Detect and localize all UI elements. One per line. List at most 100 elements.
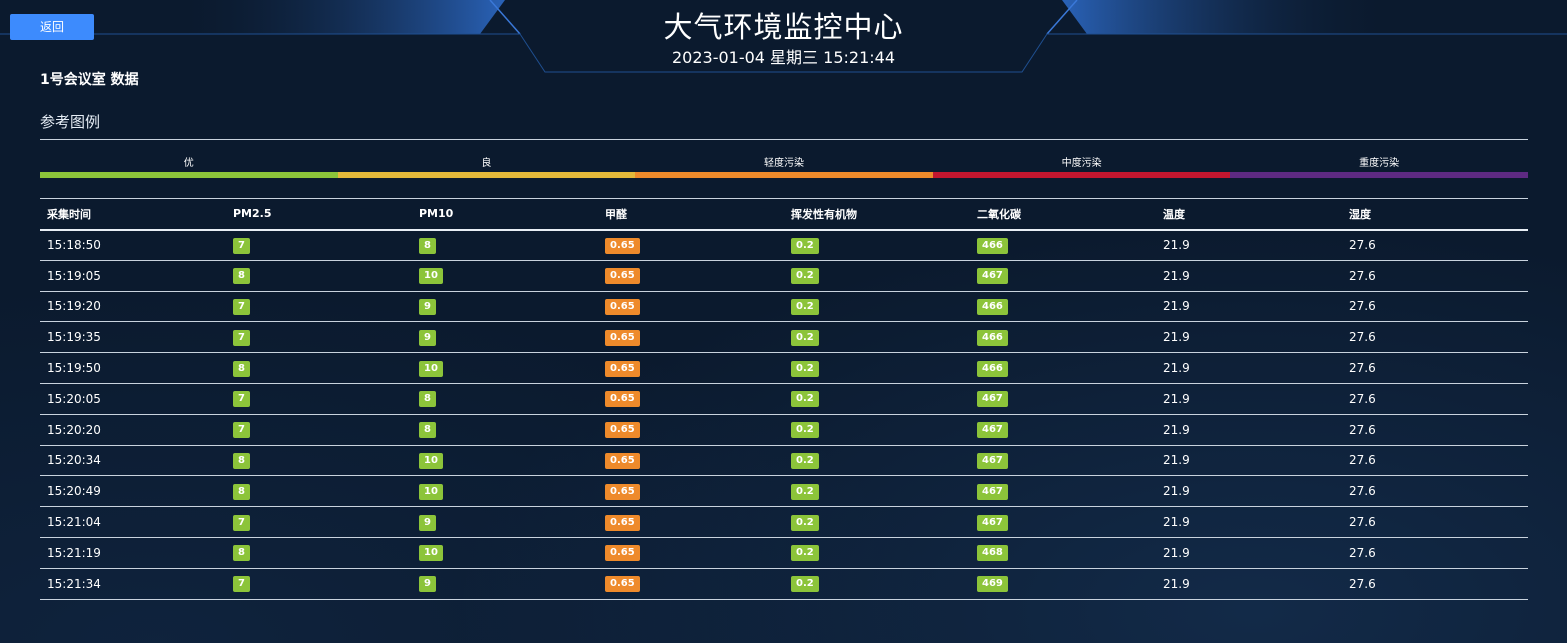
- legend-label: 轻度污染: [763, 158, 804, 169]
- room-data-title: 1号会议室 数据: [40, 72, 139, 88]
- table-cell: 0.65: [598, 229, 784, 261]
- table-cell: 466: [970, 321, 1156, 354]
- table-cell: 0.2: [784, 414, 970, 446]
- table-cell: 15:21:04: [40, 506, 226, 538]
- table-cell: 21.9: [1156, 445, 1342, 477]
- table-cell: 0.2: [784, 475, 970, 508]
- table-cell: 0.2: [784, 445, 970, 477]
- level-badge: 10: [419, 268, 443, 285]
- level-badge: 10: [419, 483, 443, 500]
- table-cell: 21.9: [1156, 475, 1342, 508]
- table-cell: 0.2: [784, 506, 970, 538]
- table-cell: 0.2: [784, 260, 970, 292]
- table-cell: 27.6: [1342, 506, 1528, 538]
- table-cell: 0.65: [598, 291, 784, 323]
- table-cell: 0.2: [784, 229, 970, 261]
- table-cell: 27.6: [1342, 260, 1528, 292]
- table-row: 15:20:20 7 8 0.65 0.2 467 21.9 27.6: [40, 414, 1528, 446]
- table-cell: 15:19:05: [40, 260, 226, 292]
- table-row: 15:19:20 7 9 0.65 0.2 466 21.9 27.6: [40, 291, 1528, 323]
- table-cell: 8: [226, 445, 412, 477]
- legend-item: 中度污染: [932, 140, 1231, 178]
- column-header: PM10: [412, 198, 598, 231]
- level-badge: 8: [233, 268, 250, 285]
- legend-item: 优: [40, 140, 338, 178]
- level-badge: 0.65: [605, 545, 640, 562]
- table-cell: 7: [226, 414, 412, 446]
- table-cell: 7: [226, 506, 412, 538]
- table-cell: 27.6: [1342, 568, 1528, 600]
- legend-color-bar: [40, 172, 338, 178]
- level-badge: 0.65: [605, 298, 640, 315]
- back-button[interactable]: 返回: [10, 14, 94, 40]
- table-cell: 27.6: [1342, 475, 1528, 508]
- table-cell: 27.6: [1342, 321, 1528, 354]
- legend-color-bar: [932, 172, 1231, 178]
- table-cell: 467: [970, 414, 1156, 446]
- level-badge: 468: [977, 545, 1008, 562]
- table-cell: 21.9: [1156, 291, 1342, 323]
- table-cell: 8: [412, 383, 598, 415]
- table-row: 15:20:05 7 8 0.65 0.2 467 21.9 27.6: [40, 383, 1528, 415]
- table-cell: 15:20:34: [40, 445, 226, 477]
- level-badge: 0.2: [791, 545, 819, 562]
- level-badge: 8: [419, 391, 436, 408]
- legend-color-bar: [635, 172, 933, 178]
- table-cell: 0.2: [784, 383, 970, 415]
- level-badge: 0.2: [791, 514, 819, 531]
- table-row: 15:21:04 7 9 0.65 0.2 467 21.9 27.6: [40, 506, 1528, 538]
- column-header: 湿度: [1342, 198, 1528, 231]
- legend-title: 参考图例: [40, 113, 101, 131]
- level-badge: 7: [233, 298, 250, 315]
- table-cell: 0.65: [598, 383, 784, 415]
- table-cell: 9: [412, 321, 598, 354]
- table-row: 15:21:19 8 10 0.65 0.2 468 21.9 27.6: [40, 537, 1528, 569]
- level-badge: 8: [233, 452, 250, 469]
- table-cell: 467: [970, 506, 1156, 538]
- table-cell: 0.65: [598, 568, 784, 600]
- column-header: 挥发性有机物: [784, 198, 970, 231]
- table-cell: 0.65: [598, 445, 784, 477]
- level-badge: 0.2: [791, 268, 819, 285]
- level-badge: 9: [419, 329, 436, 346]
- table-cell: 8: [226, 352, 412, 384]
- table-cell: 21.9: [1156, 568, 1342, 600]
- table-cell: 0.2: [784, 321, 970, 354]
- table-cell: 8: [226, 537, 412, 569]
- column-header: 甲醛: [598, 198, 784, 231]
- table-cell: 0.65: [598, 260, 784, 292]
- level-badge: 0.65: [605, 576, 640, 593]
- table-cell: 466: [970, 352, 1156, 384]
- table-cell: 469: [970, 568, 1156, 600]
- level-badge: 7: [233, 514, 250, 531]
- table-cell: 0.65: [598, 352, 784, 384]
- level-badge: 9: [419, 298, 436, 315]
- level-badge: 0.2: [791, 391, 819, 408]
- level-badge: 7: [233, 329, 250, 346]
- current-datetime: 2023-01-04 星期三 15:21:44: [671, 48, 896, 67]
- legend-color-bar: [337, 172, 636, 178]
- column-header: PM2.5: [226, 198, 412, 231]
- level-badge: 8: [233, 360, 250, 377]
- level-badge: 467: [977, 268, 1008, 285]
- table-row: 15:21:34 7 9 0.65 0.2 469 21.9 27.6: [40, 568, 1528, 600]
- legend-label: 中度污染: [1061, 158, 1102, 169]
- table-cell: 8: [412, 414, 598, 446]
- level-badge: 0.65: [605, 237, 640, 254]
- level-badge: 0.2: [791, 452, 819, 469]
- table-cell: 466: [970, 229, 1156, 261]
- table-row: 15:18:50 7 8 0.65 0.2 466 21.9 27.6: [40, 229, 1528, 261]
- table-cell: 467: [970, 475, 1156, 508]
- table-cell: 7: [226, 229, 412, 261]
- level-badge: 466: [977, 298, 1008, 315]
- table-cell: 10: [412, 445, 598, 477]
- table-cell: 7: [226, 291, 412, 323]
- legend-label: 良: [481, 158, 492, 169]
- column-header: 温度: [1156, 198, 1342, 231]
- table-cell: 0.2: [784, 568, 970, 600]
- level-badge: 10: [419, 545, 443, 562]
- level-badge: 0.65: [605, 329, 640, 346]
- level-badge: 467: [977, 483, 1008, 500]
- table-cell: 21.9: [1156, 229, 1342, 261]
- table-cell: 27.6: [1342, 383, 1528, 415]
